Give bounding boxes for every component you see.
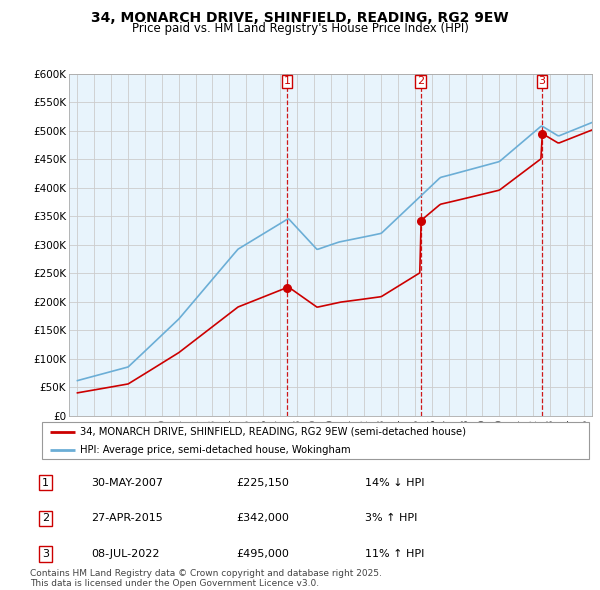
Text: 2: 2 bbox=[417, 77, 424, 87]
Text: 3: 3 bbox=[42, 549, 49, 559]
Text: £225,150: £225,150 bbox=[236, 478, 289, 488]
Text: Contains HM Land Registry data © Crown copyright and database right 2025.
This d: Contains HM Land Registry data © Crown c… bbox=[30, 569, 382, 588]
Text: 27-APR-2015: 27-APR-2015 bbox=[91, 513, 163, 523]
Text: £342,000: £342,000 bbox=[236, 513, 289, 523]
Text: 30-MAY-2007: 30-MAY-2007 bbox=[91, 478, 163, 488]
Text: 3% ↑ HPI: 3% ↑ HPI bbox=[365, 513, 417, 523]
FancyBboxPatch shape bbox=[42, 422, 589, 459]
Text: 3: 3 bbox=[538, 77, 545, 87]
Text: Price paid vs. HM Land Registry's House Price Index (HPI): Price paid vs. HM Land Registry's House … bbox=[131, 22, 469, 35]
Text: 2: 2 bbox=[42, 513, 49, 523]
Text: 14% ↓ HPI: 14% ↓ HPI bbox=[365, 478, 424, 488]
Text: 34, MONARCH DRIVE, SHINFIELD, READING, RG2 9EW: 34, MONARCH DRIVE, SHINFIELD, READING, R… bbox=[91, 11, 509, 25]
Text: 1: 1 bbox=[284, 77, 290, 87]
Text: 11% ↑ HPI: 11% ↑ HPI bbox=[365, 549, 424, 559]
Text: HPI: Average price, semi-detached house, Wokingham: HPI: Average price, semi-detached house,… bbox=[80, 445, 351, 455]
Text: 08-JUL-2022: 08-JUL-2022 bbox=[91, 549, 160, 559]
Text: 34, MONARCH DRIVE, SHINFIELD, READING, RG2 9EW (semi-detached house): 34, MONARCH DRIVE, SHINFIELD, READING, R… bbox=[80, 427, 466, 437]
Text: £495,000: £495,000 bbox=[236, 549, 289, 559]
Text: 1: 1 bbox=[42, 478, 49, 488]
